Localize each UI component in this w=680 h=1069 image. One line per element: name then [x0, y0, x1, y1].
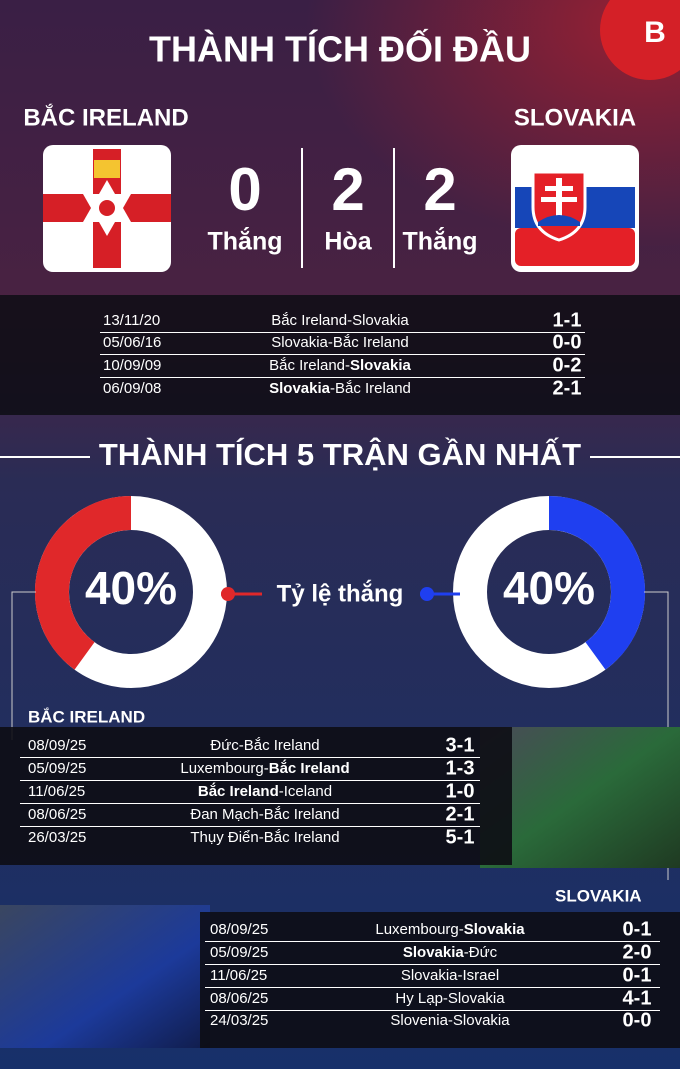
- legend-dot: [221, 587, 235, 601]
- stat-value: 2: [331, 156, 364, 223]
- match-score: 0-0: [623, 1009, 652, 1031]
- stat-value: 0: [228, 156, 261, 223]
- logo: B: [644, 16, 666, 49]
- match-score: 5-1: [446, 826, 475, 848]
- match-teams: Slovenia-Slovakia: [390, 1012, 510, 1029]
- photo: [480, 727, 680, 868]
- match-date: 24/03/25: [210, 1012, 268, 1029]
- match-team-part: -Iceland: [279, 783, 332, 800]
- match-team-part: Luxembourg-: [375, 921, 463, 938]
- match-teams: Slovakia-Israel: [401, 967, 499, 984]
- match-team-part: Slovakia: [350, 357, 412, 374]
- away-team: SLOVAKIA: [514, 104, 636, 131]
- legend-dot: [420, 587, 434, 601]
- win-rate-label: Tỷ lệ thắng: [277, 579, 404, 607]
- match-team-part: Luxembourg-: [180, 760, 268, 777]
- match-teams: Slovakia-Bắc Ireland: [271, 334, 409, 351]
- donut-arc: [35, 496, 132, 670]
- match-team-part: -Đức: [464, 944, 498, 961]
- match-teams: Luxembourg-Slovakia: [375, 921, 525, 938]
- match-team-part: Slovakia: [403, 944, 465, 961]
- match-date: 05/06/16: [103, 334, 161, 351]
- home-form-panel: [0, 727, 512, 865]
- match-team-part: Bắc Ireland-: [269, 357, 350, 374]
- home-form-team: BẮC IRELAND: [28, 707, 145, 726]
- match-date: 11/06/25: [210, 967, 267, 984]
- home-flag: [43, 145, 171, 272]
- match-score: 0-1: [623, 964, 652, 986]
- logo-badge: [600, 0, 680, 80]
- win-rate-value: 40%: [503, 562, 595, 614]
- match-date: 26/03/25: [28, 829, 86, 846]
- title: THÀNH TÍCH ĐỐI ĐẦU: [149, 28, 531, 70]
- match-team-part: Slovakia-Israel: [401, 967, 499, 984]
- match-score: 2-1: [553, 377, 582, 399]
- match-team-part: Hy Lạp-Slovakia: [395, 990, 505, 1007]
- match-score: 1-0: [446, 780, 475, 802]
- match-team-part: Slovakia: [464, 921, 526, 938]
- home-team: BẮC IRELAND: [23, 103, 188, 131]
- match-score: 2-0: [623, 941, 652, 963]
- match-date: 10/09/09: [103, 357, 161, 374]
- match-teams: Đức-Bắc Ireland: [210, 737, 319, 754]
- donut-arc: [548, 496, 645, 670]
- match-teams: Slovakia-Đức: [403, 944, 498, 961]
- stat-label: Thắng: [208, 226, 283, 256]
- match-team-part: Slovakia-Bắc Ireland: [271, 334, 409, 351]
- stat-label: Hòa: [324, 228, 372, 256]
- match-teams: Thụy Điển-Bắc Ireland: [190, 829, 339, 846]
- stat-label: Thắng: [403, 226, 478, 256]
- match-date: 08/06/25: [210, 990, 268, 1007]
- match-teams: Slovakia-Bắc Ireland: [269, 380, 411, 397]
- match-score: 4-1: [623, 987, 652, 1009]
- match-team-part: Thụy Điển-Bắc Ireland: [190, 829, 339, 846]
- match-date: 08/09/25: [28, 737, 86, 754]
- match-score: 0-0: [553, 331, 582, 353]
- match-team-part: Slovenia-Slovakia: [390, 1012, 510, 1029]
- section-title: THÀNH TÍCH 5 TRẬN GẦN NHẤT: [99, 436, 581, 472]
- stat-value: 2: [423, 156, 456, 223]
- match-date: 05/09/25: [210, 944, 268, 961]
- match-date: 06/09/08: [103, 380, 161, 397]
- match-date: 08/09/25: [210, 921, 268, 938]
- match-score: 0-1: [623, 918, 652, 940]
- match-score: 2-1: [446, 803, 475, 825]
- connector: [11, 591, 36, 740]
- match-date: 13/11/20: [103, 312, 160, 329]
- match-team-part: -Bắc Ireland: [330, 380, 411, 397]
- match-teams: Hy Lạp-Slovakia: [395, 990, 505, 1007]
- match-teams: Bắc Ireland-Iceland: [198, 782, 332, 800]
- match-team-part: Bắc Ireland-Slovakia: [271, 312, 409, 329]
- away-flag: [511, 145, 639, 272]
- match-team-part: Đan Mạch-Bắc Ireland: [190, 806, 339, 823]
- match-teams: Bắc Ireland-Slovakia: [269, 357, 411, 374]
- match-score: 3-1: [446, 734, 475, 756]
- match-score: 1-3: [446, 757, 475, 779]
- match-team-part: Slovakia: [269, 380, 331, 397]
- match-date: 11/06/25: [28, 783, 85, 800]
- match-date: 08/06/25: [28, 806, 86, 823]
- match-team-part: Bắc Ireland: [269, 759, 350, 777]
- match-team-part: Bắc Ireland: [198, 782, 279, 800]
- match-score: 0-2: [553, 354, 582, 376]
- away-form-panel: [200, 912, 680, 1048]
- match-teams: Luxembourg-Bắc Ireland: [180, 759, 349, 777]
- win-rate-value: 40%: [85, 562, 177, 614]
- match-team-part: Đức-Bắc Ireland: [210, 737, 319, 754]
- match-teams: Bắc Ireland-Slovakia: [271, 312, 409, 329]
- away-form-team: SLOVAKIA: [555, 886, 642, 905]
- photo: [0, 905, 210, 1048]
- match-date: 05/09/25: [28, 760, 86, 777]
- match-score: 1-1: [553, 309, 582, 331]
- match-teams: Đan Mạch-Bắc Ireland: [190, 806, 339, 823]
